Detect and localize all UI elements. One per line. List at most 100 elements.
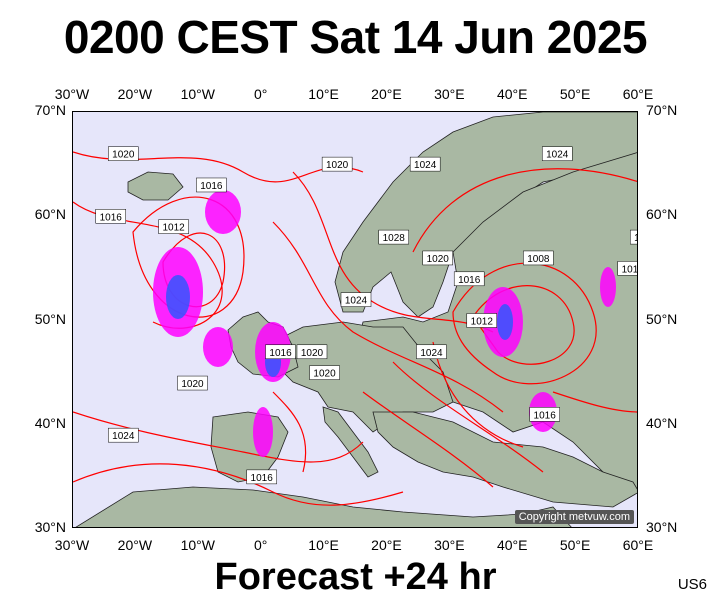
isobar-label: 1016 xyxy=(246,469,277,485)
lon-tick-label: 30°W xyxy=(54,86,90,102)
isobar-label: 1016 xyxy=(529,407,560,422)
isobar-line xyxy=(272,221,504,413)
svg-text:1008: 1008 xyxy=(527,254,550,265)
lon-tick-label: 40°E xyxy=(496,86,528,102)
svg-text:1012: 1012 xyxy=(162,223,185,234)
lat-tick-label: 60°N xyxy=(34,206,66,223)
svg-text:1024: 1024 xyxy=(420,348,443,359)
isobar-label: 1012 xyxy=(466,313,498,328)
isobar-label: 1020 xyxy=(321,156,353,172)
isobar-label: 1012 xyxy=(630,229,638,245)
lat-tick-label: 60°N xyxy=(646,206,678,223)
precipitation xyxy=(153,190,616,457)
isobar-line xyxy=(412,168,637,253)
isobar-label: 1012 xyxy=(617,261,638,276)
svg-text:1024: 1024 xyxy=(546,150,569,161)
isobar-label: 1016 xyxy=(95,209,126,224)
isobar-label: 1020 xyxy=(108,146,139,161)
lon-tick-label: 60°E xyxy=(622,537,654,553)
lon-tick-label: 10°W xyxy=(180,86,215,102)
lon-tick-label: 30°E xyxy=(434,86,465,102)
svg-text:1024: 1024 xyxy=(112,431,135,442)
lon-tick-label: 0° xyxy=(253,86,268,102)
lat-tick-label: 50°N xyxy=(34,310,66,327)
lat-tick-label: 40°N xyxy=(646,414,678,431)
svg-text:1020: 1020 xyxy=(427,254,450,265)
isobar-line xyxy=(73,463,404,506)
svg-text:1020: 1020 xyxy=(181,379,204,390)
isobar-line xyxy=(73,411,364,463)
forecast-label: Forecast +24 hr xyxy=(214,556,497,598)
svg-text:1016: 1016 xyxy=(269,348,292,359)
lat-tick-label: 70°N xyxy=(34,102,66,118)
land-balkans-turkey xyxy=(372,411,637,508)
isobar-label: 1012 xyxy=(158,219,189,234)
land-north-africa xyxy=(75,486,572,527)
chart-title: 0200 CEST Sat 14 Jun 2025 xyxy=(63,11,648,63)
isobar-labels: 1020 1016 1016 1012 1020 1024 1024 1028 1020 1016… xyxy=(95,146,638,485)
isobar-label: 1028 xyxy=(378,229,409,245)
isobar-label: 1016 xyxy=(453,271,485,287)
map-canvas: 1020 1016 1016 1012 1020 1024 1024 1028 1020 1016… xyxy=(73,112,638,527)
lon-tick-label: 40°E xyxy=(496,537,528,553)
svg-text:1016: 1016 xyxy=(200,181,223,192)
isobar-label: 1024 xyxy=(340,292,372,307)
lon-tick-label: 60°E xyxy=(622,86,654,102)
svg-text:1020: 1020 xyxy=(326,160,349,171)
svg-text:1020: 1020 xyxy=(301,348,324,359)
lon-tick-label: 10°E xyxy=(308,537,339,553)
lon-tick-label: 20°E xyxy=(371,86,402,102)
svg-text:1024: 1024 xyxy=(414,160,437,171)
lat-tick-label: 30°N xyxy=(34,519,66,535)
isobar-label: 1020 xyxy=(177,375,208,391)
lon-tick-label: 10°E xyxy=(308,86,339,102)
lat-tick-label: 70°N xyxy=(646,102,678,118)
isobar-label: 1008 xyxy=(523,250,554,266)
isobar-label: 1024 xyxy=(108,427,139,443)
svg-text:1028: 1028 xyxy=(383,233,406,244)
lon-tick-label: 20°W xyxy=(117,86,153,102)
lat-tick-label: 40°N xyxy=(34,414,66,431)
isobar-label: 1020 xyxy=(422,250,454,266)
lon-tick-label: 30°E xyxy=(434,537,465,553)
isobar-label: 1020 xyxy=(296,344,328,360)
precip-area xyxy=(497,304,513,340)
isobar-line xyxy=(362,391,494,488)
precip-area xyxy=(205,190,241,234)
weather-map: 1020 1016 1016 1012 1020 1024 1024 1028 1020 1016… xyxy=(72,111,638,528)
svg-text:1016: 1016 xyxy=(251,473,274,484)
isobar-line xyxy=(292,171,494,333)
lon-tick-label: 50°E xyxy=(559,537,591,553)
isobar-line xyxy=(452,262,597,385)
precip-area xyxy=(166,275,190,319)
land-iceland xyxy=(127,171,184,201)
isobar-label: 1024 xyxy=(416,344,447,360)
svg-text:1012: 1012 xyxy=(622,264,638,275)
svg-text:1020: 1020 xyxy=(313,369,336,380)
isobar-label: 1024 xyxy=(541,146,573,161)
lon-tick-label: 50°E xyxy=(559,86,591,102)
isobar-label: 1024 xyxy=(409,156,441,172)
isobar-line xyxy=(552,391,637,413)
copyright-badge[interactable]: Copyright metvuw.com xyxy=(514,510,634,524)
lon-tick-label: 30°W xyxy=(54,537,90,553)
lon-tick-label: 0° xyxy=(253,537,268,553)
svg-text:1024: 1024 xyxy=(345,296,368,307)
svg-text:1012: 1012 xyxy=(634,233,638,244)
svg-text:1016: 1016 xyxy=(100,212,123,223)
lat-tick-label: 30°N xyxy=(646,519,678,535)
isobar-label: 1016 xyxy=(196,177,227,193)
isobars xyxy=(73,151,637,506)
precip-area xyxy=(203,327,233,367)
land-scandinavia xyxy=(334,112,637,318)
land-italy xyxy=(322,406,379,478)
svg-text:1012: 1012 xyxy=(471,317,494,328)
isobar-label: 1016 xyxy=(265,344,296,360)
isobar-line xyxy=(272,391,307,473)
lat-tick-label: 50°N xyxy=(646,310,678,327)
precip-area xyxy=(253,407,273,457)
model-code: US6 xyxy=(677,576,707,593)
svg-text:1016: 1016 xyxy=(534,410,557,421)
isobar-line xyxy=(392,361,544,473)
lon-tick-label: 20°W xyxy=(117,537,153,553)
